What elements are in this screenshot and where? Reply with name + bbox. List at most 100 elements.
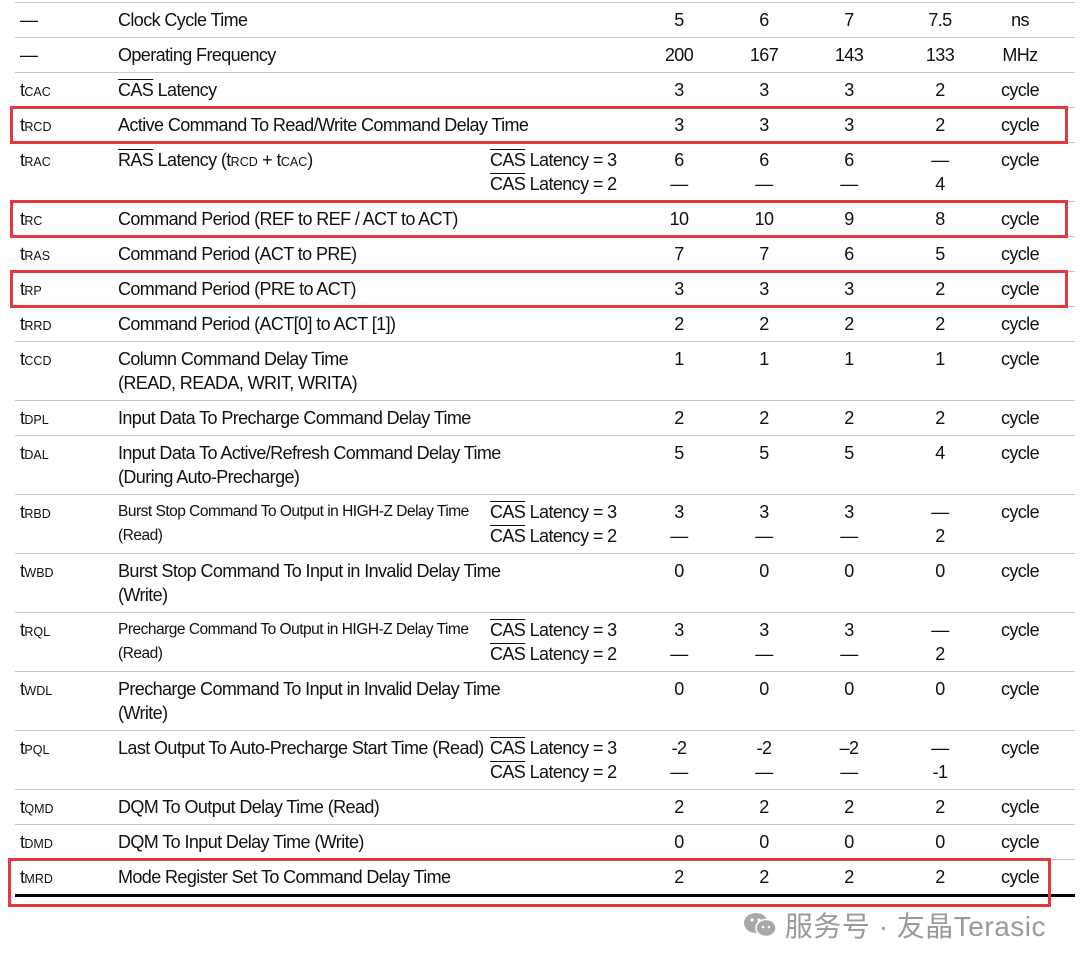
value: -2 [671, 738, 687, 758]
highlight-box [10, 270, 1068, 308]
value: — [755, 644, 773, 664]
description-part: Operating Frequency [118, 45, 276, 65]
value: 3 [759, 80, 769, 100]
symbol-sub: PQL [24, 743, 50, 757]
value: 3 [674, 620, 684, 640]
value: 9 [844, 209, 854, 229]
unit: cycle [1000, 80, 1040, 100]
value: — [931, 620, 949, 640]
watermark: 服务号 · 友晶Terasic [743, 905, 1046, 945]
symbol-main: t [20, 867, 25, 887]
highlight-box [10, 200, 1068, 238]
symbol-sub: CCD [24, 354, 52, 368]
unit: cycle [1000, 738, 1040, 758]
value: 0 [844, 832, 854, 852]
description: Command Period (PRE to ACT) [118, 277, 356, 301]
symbol-sub: MRD [24, 872, 53, 886]
highlight-box [8, 858, 1051, 907]
unit: cycle [1000, 279, 1040, 299]
symbol: tCAC [20, 78, 51, 102]
description: (Write) [118, 701, 168, 725]
unit: cycle [1000, 502, 1040, 522]
unit: cycle [1000, 150, 1040, 170]
condition-part: CAS [490, 738, 526, 758]
description: (Read) [118, 642, 163, 666]
description: (READ, READA, WRIT, WRITA) [118, 371, 358, 395]
condition: CAS Latency = 3 [490, 618, 617, 642]
value: 5 [674, 10, 684, 30]
value: — [755, 762, 773, 782]
symbol: tRRD [20, 312, 52, 336]
condition-part: Latency = 2 [525, 762, 618, 782]
description-part: Precharge Command To Output in HIGH-Z De… [118, 621, 469, 638]
unit: cycle [1000, 561, 1040, 581]
symbol: tDAL [20, 441, 49, 465]
symbol-main: t [20, 349, 25, 369]
value: 3 [844, 279, 854, 299]
description-part: (Read) [118, 527, 163, 544]
symbol-sub: RP [24, 284, 42, 298]
description-part: Burst Stop Command To Output in HIGH-Z D… [118, 503, 469, 520]
symbol: tDMD [20, 830, 53, 854]
value: — [755, 174, 773, 194]
unit: cycle [1000, 832, 1040, 852]
row-rule [15, 341, 1075, 342]
description: Active Command To Read/Write Command Del… [118, 113, 529, 137]
row-rule [15, 612, 1075, 613]
value: — [755, 526, 773, 546]
condition-part: CAS [490, 620, 526, 640]
description-part: Command Period (ACT[0] to ACT [1]) [118, 314, 396, 334]
condition-part: Latency = 2 [525, 174, 618, 194]
condition-part: Latency = 3 [525, 502, 618, 522]
symbol-sub: WDL [24, 684, 53, 698]
value: 2 [935, 115, 945, 135]
value: -2 [756, 738, 772, 758]
description: DQM To Input Delay Time (Write) [118, 830, 364, 854]
symbol-main: t [20, 244, 25, 264]
value: 0 [844, 561, 854, 581]
symbol: tWDL [20, 677, 52, 701]
value: — [931, 502, 949, 522]
value: 8 [935, 209, 945, 229]
description: RAS Latency (tRCD + tCAC) [118, 148, 313, 172]
value: — [840, 526, 858, 546]
value: 2 [935, 80, 945, 100]
symbol: — [20, 8, 38, 32]
value: 0 [935, 679, 945, 699]
condition-part: CAS [490, 502, 526, 522]
value: 3 [759, 502, 769, 522]
symbol-sub: DPL [24, 413, 49, 427]
value: — [840, 762, 858, 782]
description-part: Input Data To Active/Refresh Command Del… [118, 443, 501, 463]
row-rule [15, 494, 1075, 495]
value: 5 [935, 244, 945, 264]
description-part: + t [257, 150, 281, 170]
value: 6 [759, 150, 769, 170]
value: — [931, 738, 949, 758]
value: 3 [674, 502, 684, 522]
description-part: Command Period (PRE to ACT) [118, 279, 356, 299]
condition: CAS Latency = 2 [490, 642, 617, 666]
symbol: tRAC [20, 148, 51, 172]
unit: cycle [1000, 349, 1040, 369]
description-part: ) [307, 150, 313, 170]
symbol: tMRD [20, 865, 53, 889]
description: Command Period (ACT[0] to ACT [1]) [118, 312, 396, 336]
description: Operating Frequency [118, 43, 276, 67]
row-rule [15, 400, 1075, 401]
symbol-main: t [20, 279, 25, 299]
symbol-main: t [20, 738, 25, 758]
description-part: (Write) [118, 703, 168, 723]
symbol: — [20, 43, 38, 67]
value: 3 [674, 115, 684, 135]
description-part: (Write) [118, 585, 168, 605]
description-part: Latency [153, 80, 217, 100]
value: 1 [844, 349, 854, 369]
row-rule [15, 730, 1075, 731]
description-part: DQM To Output Delay Time (Read) [118, 797, 380, 817]
value: 10 [754, 209, 774, 229]
symbol-main: t [20, 443, 25, 463]
condition-part: CAS [490, 644, 526, 664]
value: 7 [674, 244, 684, 264]
unit: cycle [1000, 314, 1040, 334]
